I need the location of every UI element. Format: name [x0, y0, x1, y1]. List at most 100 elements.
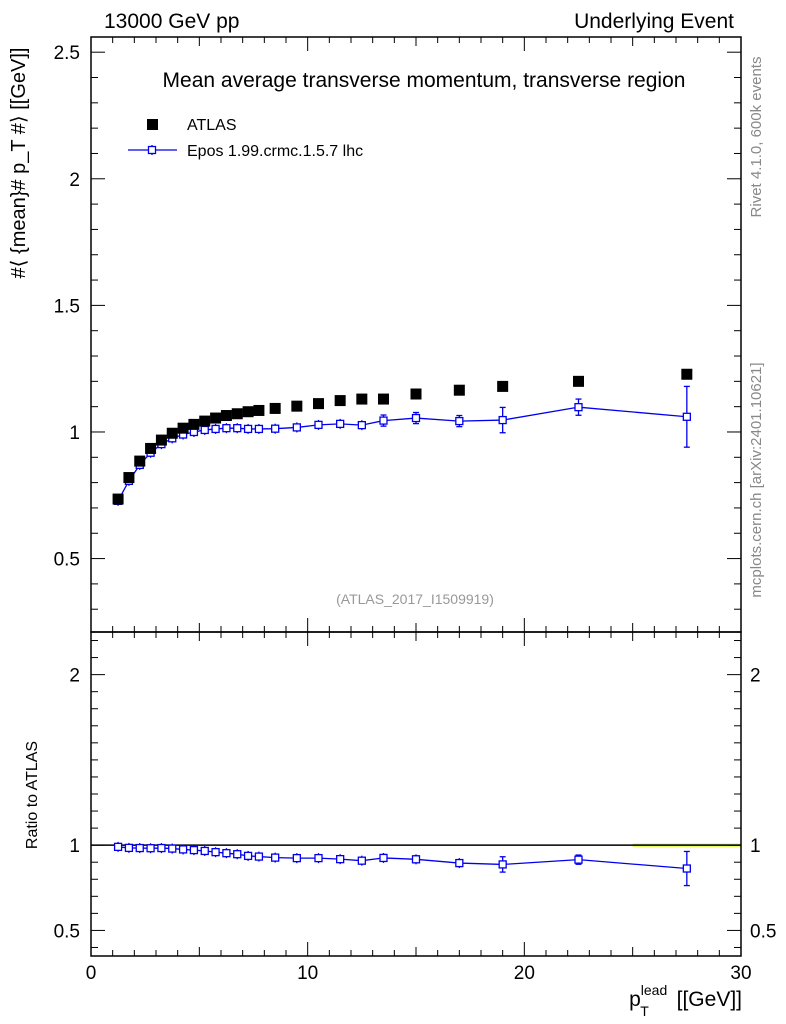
main-title: Mean average transverse momentum, transv… [163, 69, 686, 92]
ratio-axis-ticks: 0.5 0.51 12 20 10 20 30 [54, 632, 776, 984]
atlas-point [334, 395, 346, 407]
x-tick-label: 10 [297, 963, 318, 984]
mc-point [357, 420, 366, 430]
mc-point [243, 424, 253, 434]
mc-point [379, 416, 388, 425]
ratio-point [498, 860, 507, 869]
legend-marker-atlas [147, 119, 158, 130]
atlas-point [188, 418, 200, 430]
atlas-point [242, 406, 254, 418]
ratio-ytick-label-left: 2 [69, 666, 80, 687]
ratio-ytick-label-right: 0.5 [750, 921, 776, 942]
main-ytick-label: 1.5 [54, 296, 80, 317]
ratio-point [379, 853, 388, 863]
mc-point [682, 412, 691, 421]
mc-point [574, 403, 583, 412]
atlas-point [291, 400, 303, 412]
atlas-point [356, 393, 368, 405]
main-data-marks [112, 368, 693, 506]
ratio-point [178, 845, 188, 854]
ratio-point [357, 856, 366, 865]
ratio-ytick-label-left: 1 [69, 836, 80, 857]
legend-label-mc: Epos 1.99.crmc.1.5.7 lhc [187, 143, 363, 160]
ratio-frame [90, 631, 742, 957]
main-ytick-label: 0.5 [54, 550, 80, 571]
ratio-point [455, 858, 464, 868]
atlas-point [145, 442, 157, 454]
x-axis-label-lead: lead [641, 982, 667, 998]
ratio-point [211, 847, 220, 857]
mc-point [455, 416, 464, 426]
x-tick-label: 30 [730, 963, 751, 984]
ratio-point [243, 851, 253, 861]
atlas-point [313, 398, 324, 410]
atlas-point [378, 393, 389, 405]
x-axis-label: plead T [[GeV]] [629, 982, 742, 1019]
ratio-point [336, 854, 345, 864]
x-axis-label-T: T [640, 1003, 649, 1019]
ratio-uncertainty-band [91, 843, 741, 848]
atlas-point [177, 422, 189, 434]
mc-point [336, 419, 345, 429]
ratio-y-axis-label: Ratio to ATLAS [24, 741, 41, 849]
ratio-point [314, 853, 323, 863]
ratio-point [411, 855, 421, 864]
atlas-point [573, 375, 584, 387]
atlas-point [166, 427, 178, 439]
x-tick-label: 0 [86, 963, 97, 984]
legend-marker-mc [128, 145, 177, 155]
ratio-point [271, 853, 280, 862]
mc-point [222, 424, 231, 433]
atlas-point [155, 434, 167, 446]
mc-point [498, 415, 507, 425]
atlas-point [134, 455, 146, 467]
atlas-point [453, 384, 465, 396]
x-axis-label-units: [[GeV]] [671, 988, 742, 1011]
atlas-point [253, 404, 265, 416]
atlas-point [220, 410, 232, 422]
main-ytick-label: 2 [69, 170, 80, 191]
analysis-tag: (ATLAS_2017_I1509919) [336, 591, 494, 607]
ratio-point [292, 853, 301, 863]
mcplots-label: mcplots.cern.ch [arXiv:2401.10621] [748, 362, 765, 597]
ratio-point [168, 844, 177, 853]
ratio-point [113, 842, 123, 852]
atlas-point [231, 408, 243, 420]
atlas-point [123, 472, 135, 484]
atlas-point [410, 388, 422, 400]
main-y-axis-label: #⟨ {mean}# p_T #⟩ [[GeV]] [8, 48, 30, 279]
ratio-ytick-label-left: 0.5 [54, 921, 80, 942]
atlas-point [210, 412, 222, 424]
ratio-point [233, 850, 242, 859]
ratio-point [124, 843, 134, 853]
header-left: 13000 GeV pp [104, 10, 239, 33]
rivet-label: Rivet 4.1.0, 600k events [748, 57, 765, 218]
ratio-panel: 0.5 0.51 12 20 10 20 30 Ratio to ATLAS plead T … [24, 631, 776, 1019]
atlas-point [112, 493, 124, 505]
main-panel: 0.5 1 1.5 2 2.5 Mean average transverse mome… [8, 36, 742, 633]
ratio-ytick-label-right: 1 [750, 836, 761, 857]
mc-point [314, 420, 323, 430]
ratio-point [135, 843, 144, 853]
ratio-point [682, 864, 691, 873]
mc-point [411, 413, 421, 423]
main-ytick-label: 2.5 [54, 43, 80, 64]
legend: ATLAS Epos 1.99.crmc.1.5.7 lhc [128, 117, 363, 160]
ratio-point [157, 843, 166, 853]
legend-label-atlas: ATLAS [187, 117, 237, 134]
ratio-point [146, 844, 155, 853]
ratio-point [200, 846, 209, 856]
ratio-point [254, 852, 264, 861]
x-tick-label: 20 [514, 963, 535, 984]
main-axis-ticks: 0.5 1 1.5 2 2.5 [54, 37, 742, 632]
ratio-data-marks [113, 841, 691, 887]
x-axis-label-p: p [629, 988, 641, 1011]
ratio-point [222, 849, 231, 858]
atlas-point [269, 402, 281, 414]
main-ytick-label: 1 [69, 423, 80, 444]
mc-point [271, 424, 280, 433]
mc-point [211, 424, 220, 434]
ratio-point [189, 845, 199, 855]
mc-point [292, 423, 301, 432]
